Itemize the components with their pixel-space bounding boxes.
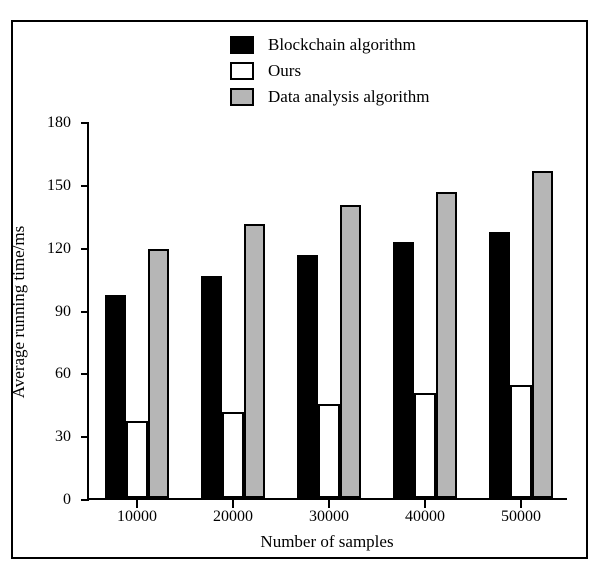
bar [244,224,265,498]
y-tick-label: 30 [55,428,77,446]
legend-item: Ours [230,60,301,81]
y-tick-label: 60 [55,365,77,383]
y-axis-title: Average running time/ms [9,225,29,397]
y-tick-label: 180 [47,114,77,132]
y-tick [81,185,89,187]
bar [393,242,414,498]
bar [414,393,435,498]
bar [436,192,457,498]
y-tick-label: 0 [63,491,77,509]
y-tick [81,122,89,124]
x-tick-label: 20000 [213,500,253,526]
y-tick [81,373,89,375]
legend-swatch [230,62,254,80]
y-tick-label: 150 [47,177,77,195]
x-axis-title: Number of samples [260,532,393,552]
x-tick-label: 50000 [501,500,541,526]
legend-label: Ours [268,61,301,80]
legend-label: Data analysis algorithm [268,87,429,106]
bar [318,404,339,498]
bar [489,232,510,498]
bar [510,385,531,498]
y-tick [81,311,89,313]
y-tick-label: 90 [55,303,77,321]
bar [297,255,318,498]
legend-swatch [230,88,254,106]
x-tick-label: 10000 [117,500,157,526]
y-tick [81,499,89,501]
y-tick-label: 120 [47,240,77,258]
plot-area: 0306090120150180100002000030000400005000… [87,123,567,500]
bar [126,421,147,498]
y-tick [81,436,89,438]
bar [148,249,169,498]
bar [222,412,243,498]
bar [105,295,126,498]
legend-swatch [230,36,254,54]
bar [201,276,222,498]
y-tick [81,248,89,250]
legend-item: Data analysis algorithm [230,86,429,107]
bar [532,171,553,498]
bar [340,205,361,498]
x-tick-label: 30000 [309,500,349,526]
legend-item: Blockchain algorithm [230,34,416,55]
legend-label: Blockchain algorithm [268,35,416,54]
x-tick-label: 40000 [405,500,445,526]
